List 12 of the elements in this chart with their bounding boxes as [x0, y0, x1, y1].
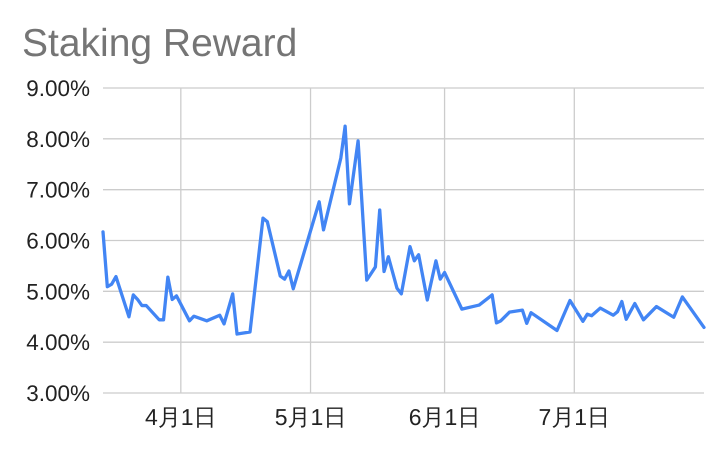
- y-tick-label: 3.00%: [26, 381, 90, 406]
- y-tick-label: 8.00%: [26, 126, 90, 152]
- y-tick-label: 7.00%: [26, 178, 90, 203]
- y-tick-label: 9.00%: [26, 76, 90, 101]
- x-tick-label: 5月1日: [274, 404, 346, 430]
- y-tick-label: 5.00%: [26, 279, 90, 304]
- y-tick-label: 6.00%: [26, 228, 90, 254]
- x-tick-label: 4月1日: [145, 404, 217, 430]
- title: Staking Reward: [22, 22, 298, 65]
- x-tick-label: 7月1日: [538, 404, 610, 430]
- x-tick-label: 6月1日: [408, 404, 480, 430]
- y-tick-label: 4.00%: [26, 330, 90, 356]
